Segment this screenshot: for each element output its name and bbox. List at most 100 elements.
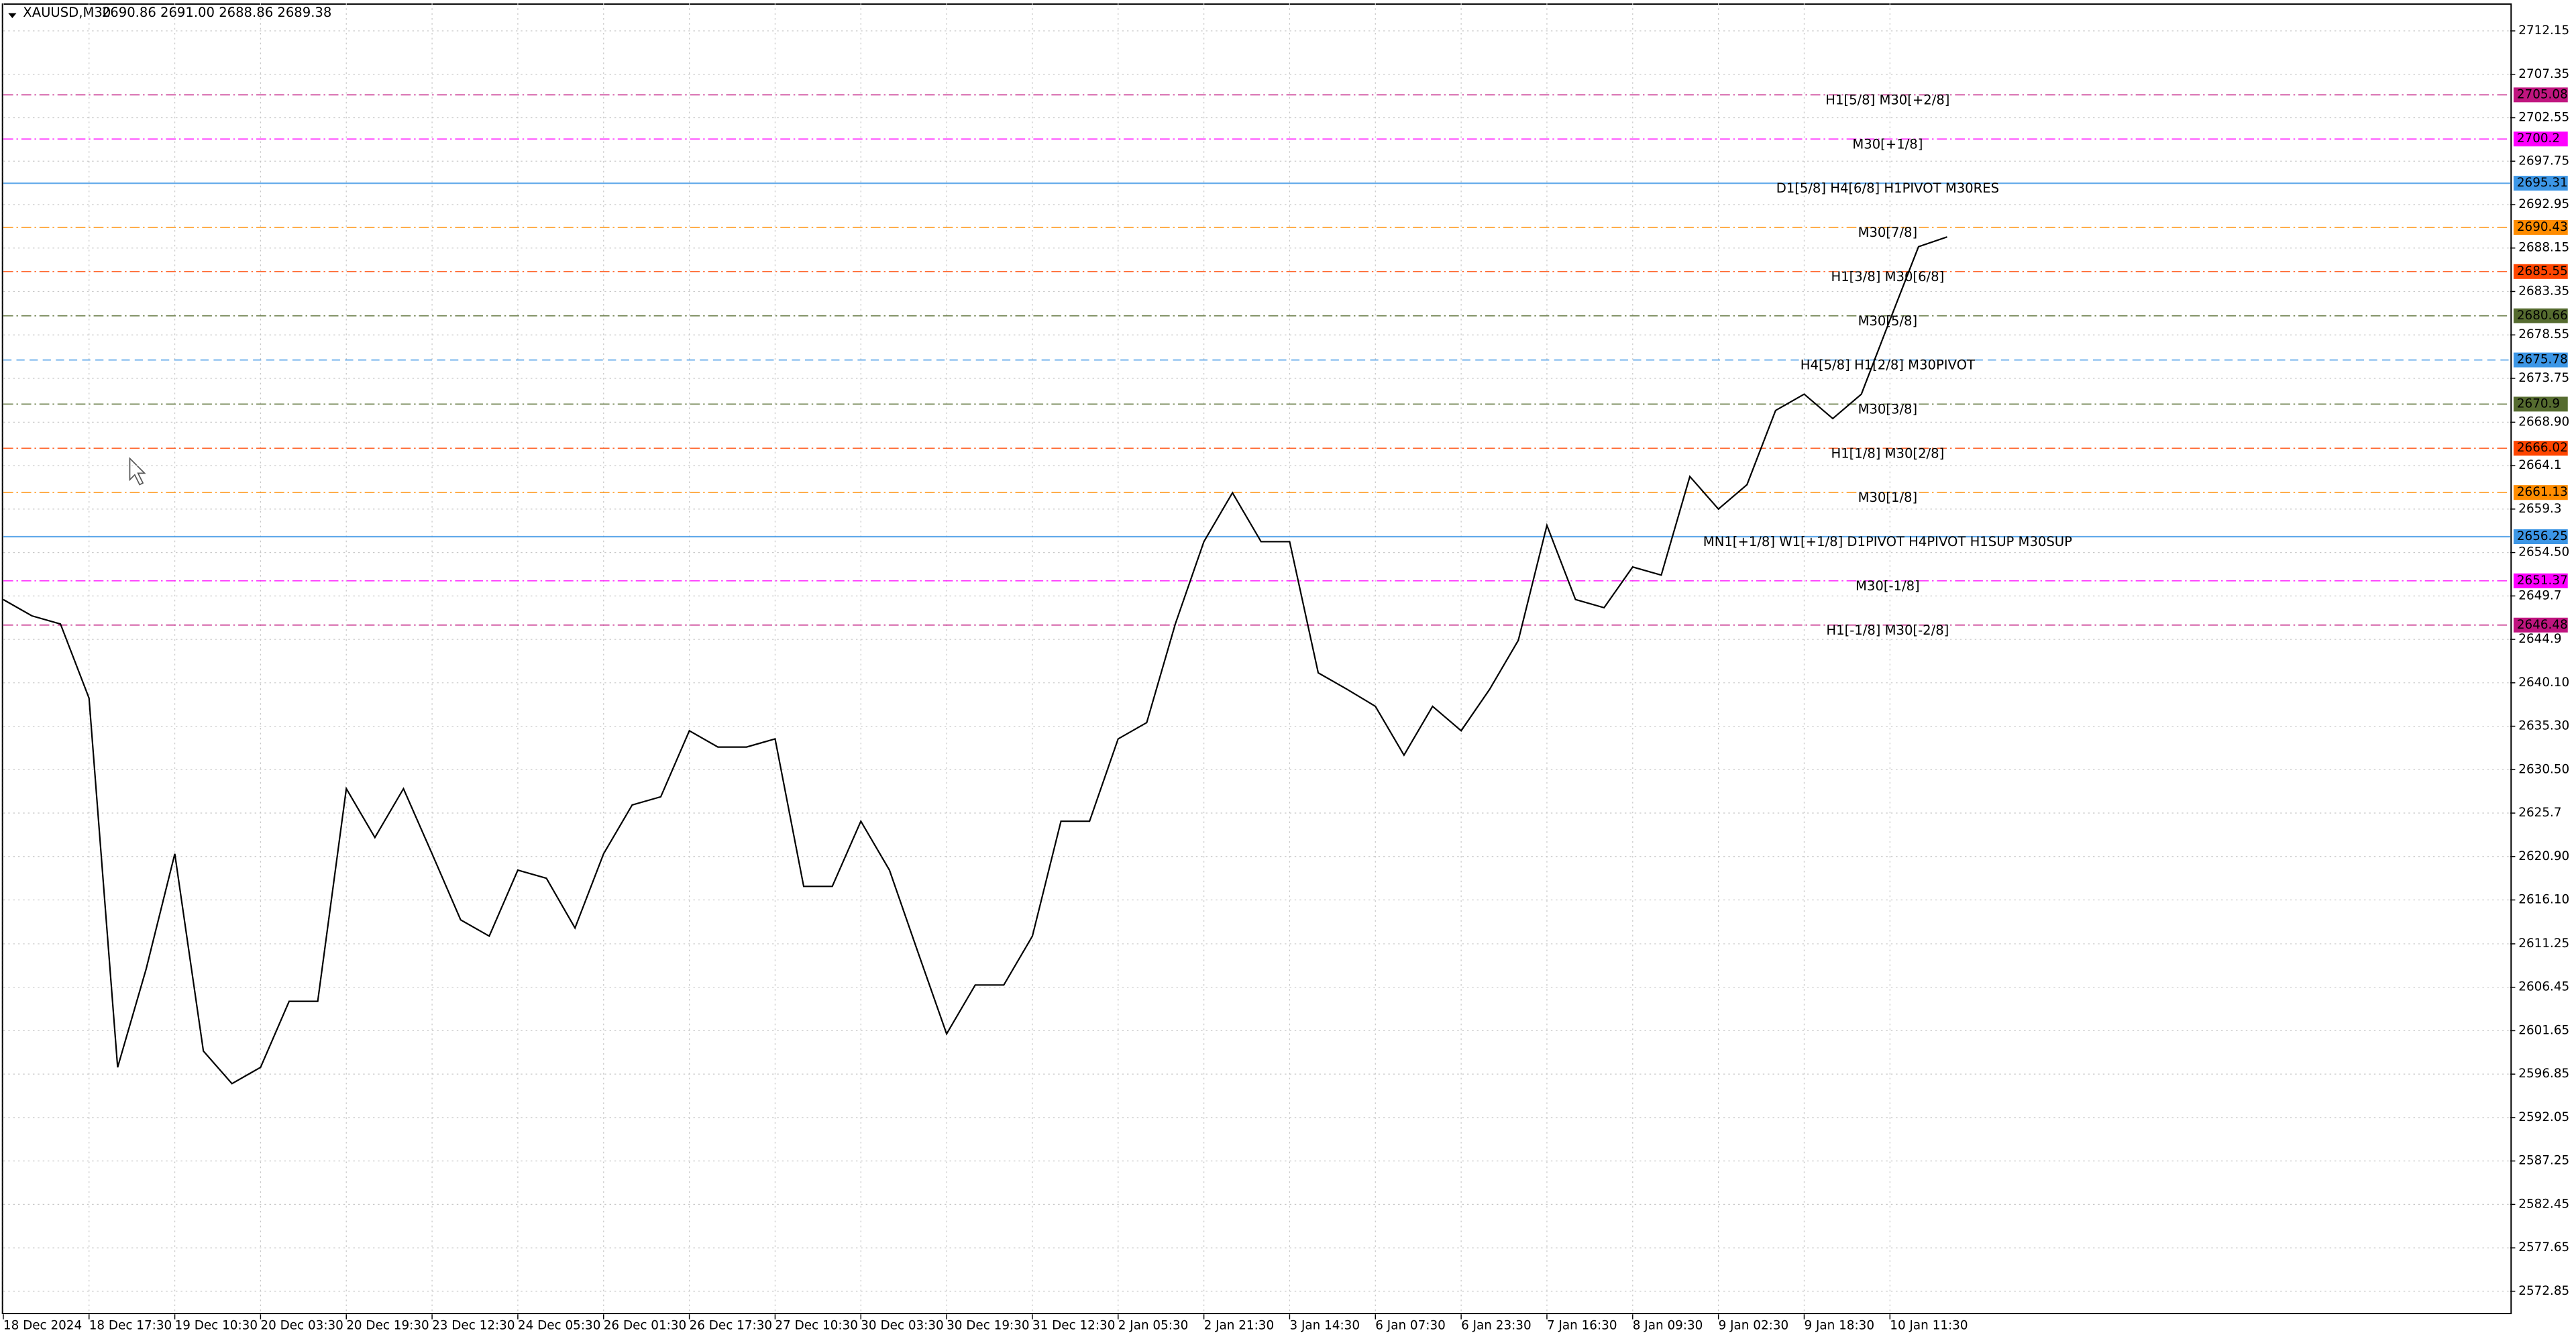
level-label: M30[7/8] [1858, 225, 1918, 240]
level-price: 2680.66 [2517, 309, 2568, 323]
level-price-box [2513, 308, 2568, 323]
level-price: 2646.48 [2517, 618, 2568, 632]
x-tick-label: 18 Dec 2024 [3, 1318, 82, 1332]
y-tick-label: 2649.7 [2518, 588, 2561, 602]
level-label: M30[3/8] [1858, 401, 1918, 417]
x-tick-label: 9 Jan 02:30 [1719, 1318, 1789, 1332]
x-tick-label: 26 Dec 17:30 [690, 1318, 772, 1332]
level-price: 2705.08 [2517, 87, 2568, 101]
y-tick-label: 2577.65 [2518, 1240, 2569, 1254]
x-tick-label: 27 Dec 10:30 [775, 1318, 857, 1332]
y-tick-label: 2654.50 [2518, 545, 2569, 559]
y-tick-label: 2606.45 [2518, 980, 2569, 994]
x-tick-label: 2 Jan 21:30 [1204, 1318, 1275, 1332]
y-tick-label: 2712.15 [2518, 23, 2569, 38]
y-tick-label: 2620.90 [2518, 849, 2569, 863]
y-tick-label: 2678.55 [2518, 327, 2569, 341]
level-label: H4[5/8] H1[2/8] M30PIVOT [1801, 358, 1976, 373]
level-label: H1[5/8] M30[+2/8] [1825, 92, 1949, 107]
menu-arrow[interactable] [8, 13, 17, 18]
y-tick-label: 2640.10 [2518, 676, 2569, 690]
level-label: MN1[+1/8] W1[+1/8] D1PIVOT H4PIVOT H1SUP… [1703, 534, 2072, 549]
y-tick-label: 2592.05 [2518, 1110, 2569, 1124]
y-tick-label: 2625.7 [2518, 806, 2561, 820]
y-tick-label: 2668.90 [2518, 415, 2569, 429]
level-price-box [2513, 176, 2568, 191]
level-label: H1[-1/8] M30[-2/8] [1826, 623, 1949, 638]
y-tick-label: 2630.50 [2518, 762, 2569, 776]
plot-frame [1, 3, 2512, 1315]
level-label: M30[5/8] [1858, 313, 1918, 329]
level-price-box [2513, 396, 2568, 412]
level-price-box [2513, 617, 2568, 633]
x-tick-label: 10 Jan 11:30 [1890, 1318, 1968, 1332]
level-price: 2651.37 [2517, 574, 2568, 588]
y-tick-label: 2707.35 [2518, 67, 2569, 81]
price-line [3, 236, 1947, 1085]
level-label: M30[-1/8] [1856, 578, 1920, 594]
x-tick-label: 23 Dec 12:30 [432, 1318, 515, 1332]
level-price: 2661.13 [2517, 485, 2568, 499]
x-tick-label: 9 Jan 18:30 [1804, 1318, 1874, 1332]
y-tick-label: 2688.15 [2518, 241, 2569, 255]
level-label: M30[+1/8] [1852, 136, 1923, 152]
level-price-box [2513, 529, 2568, 545]
y-tick-label: 2601.65 [2518, 1023, 2569, 1037]
y-tick-label: 2683.35 [2518, 284, 2569, 298]
quote: 2690.86 2691.00 2688.86 2689.38 [102, 5, 332, 20]
x-tick-label: 8 Jan 09:30 [1633, 1318, 1703, 1332]
y-tick-label: 2611.25 [2518, 936, 2569, 951]
y-tick-label: 2596.85 [2518, 1067, 2569, 1081]
level-price: 2690.43 [2517, 220, 2568, 234]
level-price-box [2513, 573, 2568, 588]
x-tick-label: 26 Dec 01:30 [604, 1318, 686, 1332]
level-price-box [2513, 219, 2568, 235]
x-tick-label: 6 Jan 23:30 [1461, 1318, 1532, 1332]
x-tick-label: 19 Dec 10:30 [175, 1318, 258, 1332]
y-tick-label: 2659.3 [2518, 502, 2561, 516]
x-tick-label: 30 Dec 19:30 [947, 1318, 1029, 1332]
x-tick-label: 18 Dec 17:30 [89, 1318, 172, 1332]
level-price: 2700.2 [2517, 131, 2560, 146]
x-tick-label: 24 Dec 05:30 [518, 1318, 600, 1332]
level-price-box [2513, 131, 2568, 147]
y-tick-label: 2702.55 [2518, 111, 2569, 125]
x-tick-label: 20 Dec 19:30 [346, 1318, 429, 1332]
y-tick-label: 2616.10 [2518, 893, 2569, 907]
level-price: 2656.25 [2517, 529, 2568, 543]
x-tick-label: 20 Dec 03:30 [260, 1318, 343, 1332]
x-tick-label: 31 Dec 12:30 [1032, 1318, 1115, 1332]
x-tick-label: 30 Dec 03:30 [861, 1318, 943, 1332]
y-tick-label: 2664.1 [2518, 458, 2561, 472]
y-tick-label: 2673.75 [2518, 371, 2569, 385]
level-price: 2685.55 [2517, 264, 2568, 278]
level-price: 2675.78 [2517, 353, 2568, 367]
y-tick-label: 2635.30 [2518, 719, 2569, 733]
x-tick-label: 6 Jan 07:30 [1375, 1318, 1446, 1332]
level-label: D1[5/8] H4[6/8] H1PIVOT M30RES [1776, 180, 1999, 196]
x-tick-label: 7 Jan 16:30 [1547, 1318, 1617, 1332]
level-label: H1[1/8] M30[2/8] [1831, 445, 1944, 461]
y-tick-label: 2644.9 [2518, 632, 2561, 646]
level-price-box [2513, 264, 2568, 279]
y-tick-label: 2587.25 [2518, 1154, 2569, 1168]
symbol: XAUUSD,M30 [23, 5, 111, 20]
y-tick-label: 2572.85 [2518, 1284, 2569, 1298]
y-tick-label: 2697.75 [2518, 154, 2569, 168]
level-price-box [2513, 441, 2568, 456]
y-tick-label: 2692.95 [2518, 197, 2569, 211]
x-tick-label: 3 Jan 14:30 [1289, 1318, 1360, 1332]
level-price-box [2513, 352, 2568, 368]
mouse-cursor [129, 457, 146, 486]
level-price: 2695.31 [2517, 176, 2568, 190]
level-price-box [2513, 87, 2568, 103]
level-label: M30[1/8] [1858, 490, 1918, 505]
level-price: 2670.9 [2517, 396, 2560, 411]
level-price-box [2513, 485, 2568, 500]
x-tick-label: 2 Jan 05:30 [1118, 1318, 1189, 1332]
level-price: 2666.02 [2517, 441, 2568, 455]
level-label: H1[3/8] M30[6/8] [1831, 269, 1944, 284]
